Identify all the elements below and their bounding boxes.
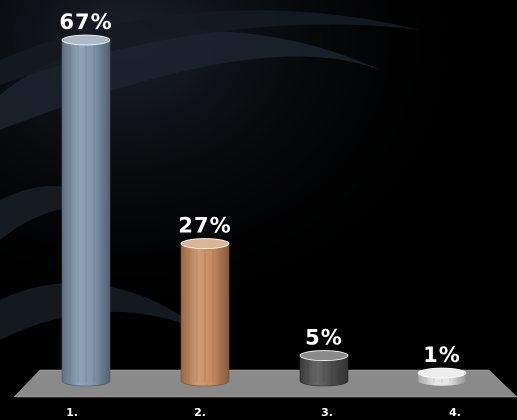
bar-1 [61, 34, 111, 387]
category-label-4: 4. [449, 406, 461, 419]
bar-value-label-1: 67% [59, 10, 112, 34]
bar-2 [180, 238, 230, 387]
bar-top-2 [180, 238, 230, 249]
bar-value-label-4: 1% [423, 343, 461, 367]
category-label-1: 1. [66, 406, 78, 419]
category-label-3: 3. [321, 406, 333, 419]
bar-value-label-2: 27% [178, 214, 231, 238]
bar-value-label-3: 5% [305, 326, 343, 350]
bar-top-3 [299, 350, 349, 361]
bar-4 [417, 367, 467, 387]
bar-top-4 [417, 367, 467, 379]
bar-top-1 [61, 34, 111, 46]
category-label-2: 2. [194, 406, 206, 419]
bar-3 [299, 350, 349, 387]
